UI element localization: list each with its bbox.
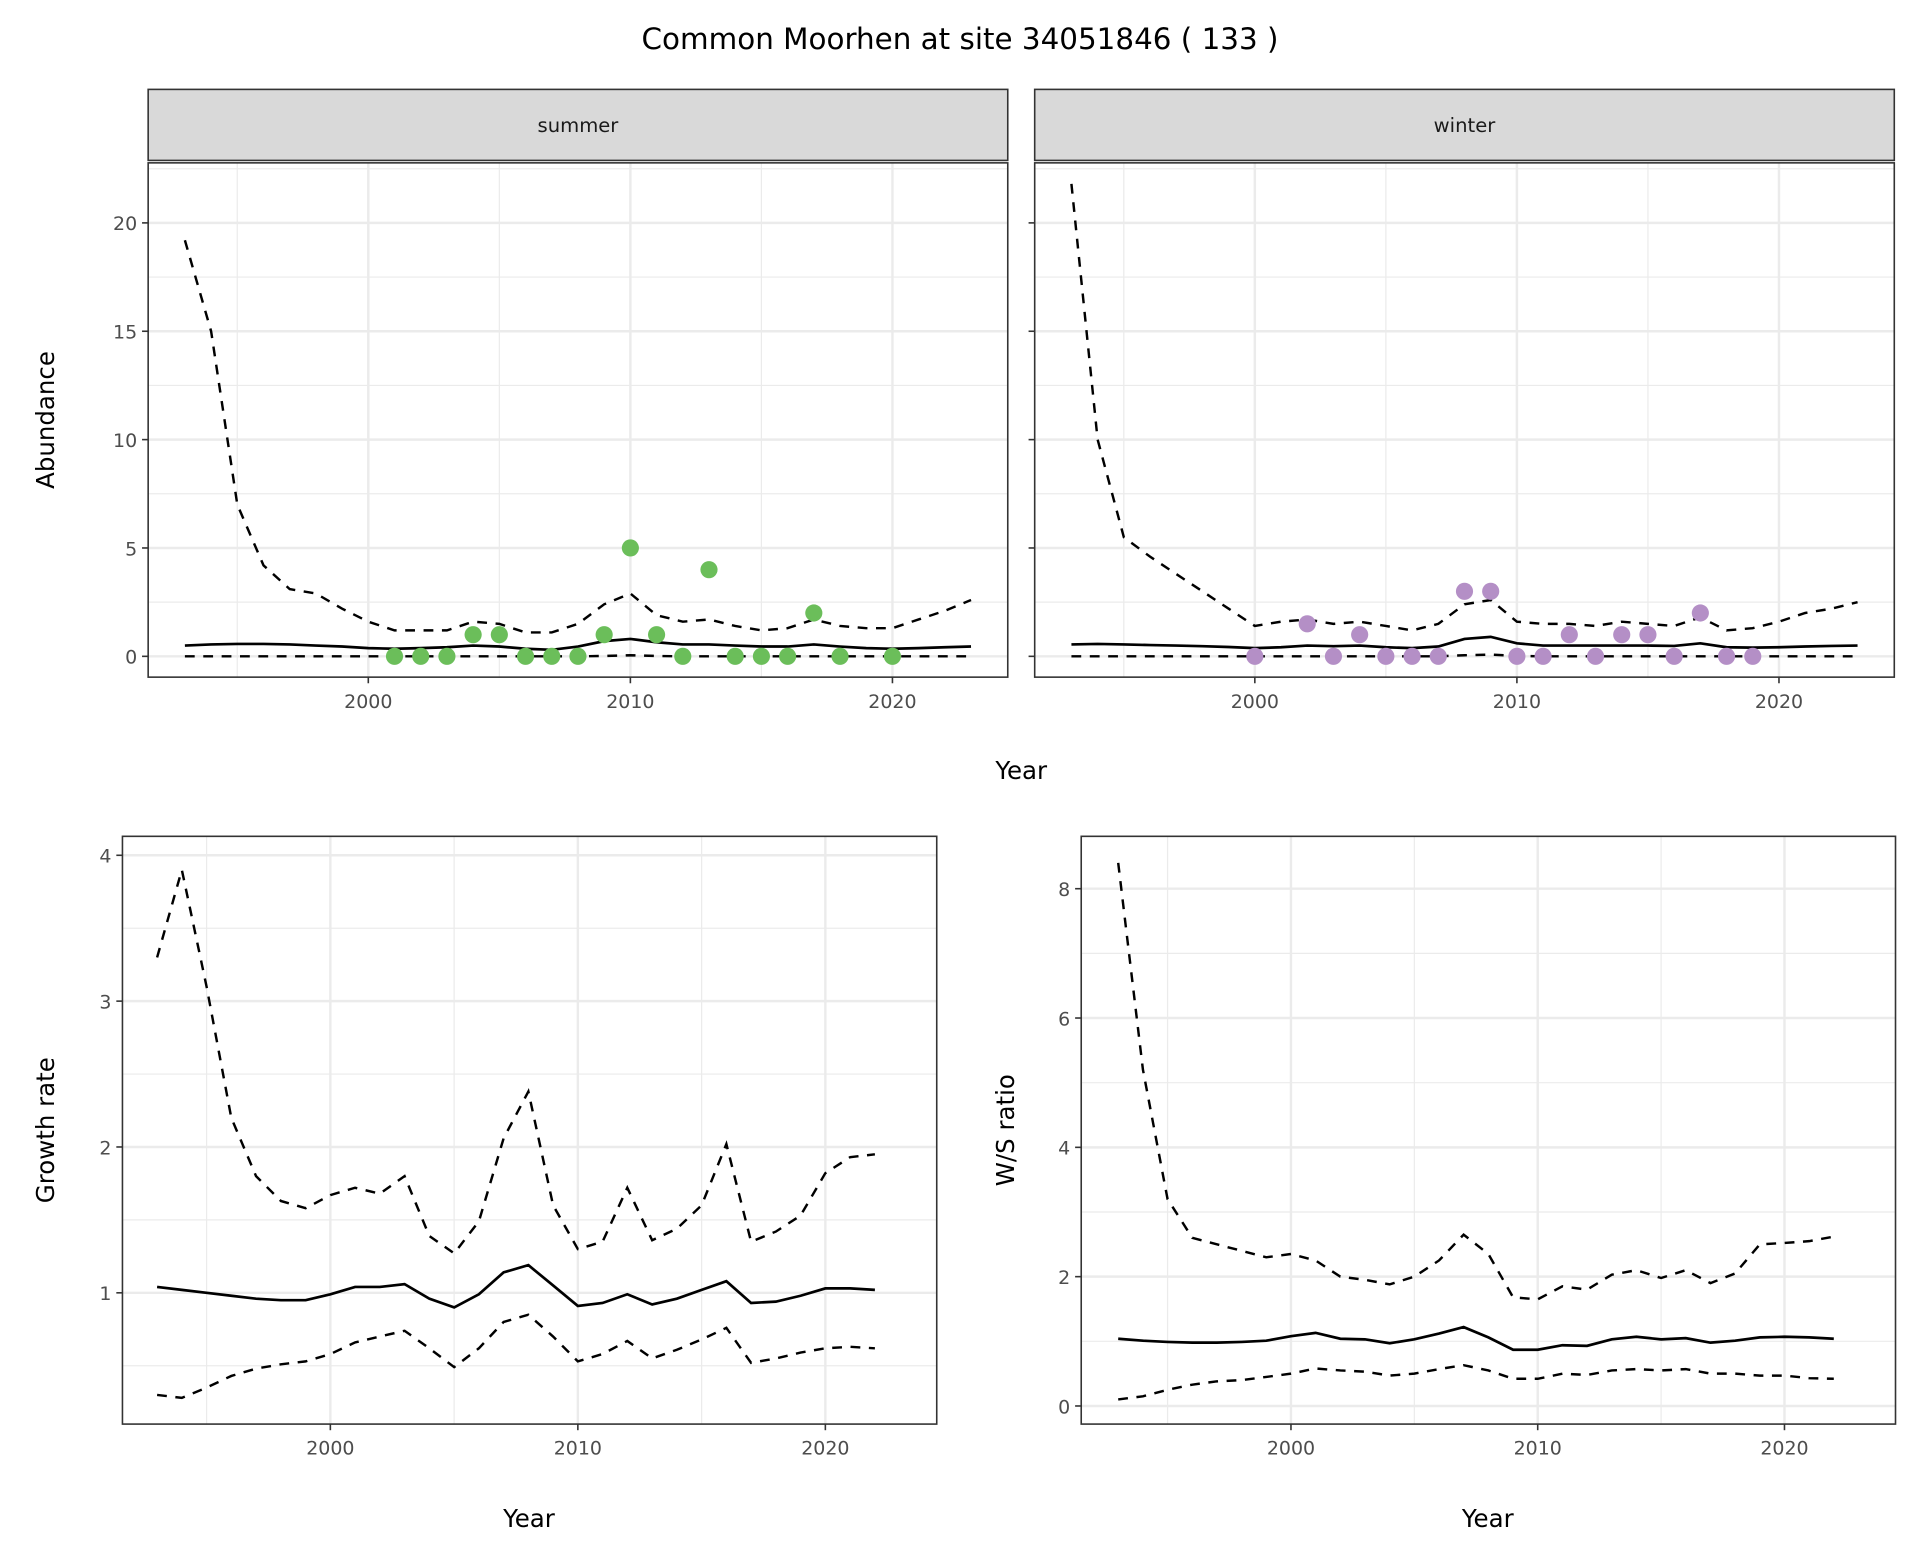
ws-x-axis-title: Year	[1461, 1504, 1515, 1533]
x-tick-label: 2010	[606, 691, 654, 713]
data-point	[1665, 647, 1683, 665]
mean-line	[1071, 635, 1858, 650]
panel-ws_ratio: 2000 2010 2020 0 2 4 6 8	[1058, 835, 1897, 1460]
y-tick-label: 2	[99, 1137, 111, 1159]
growth-y-axis-title: Growth rate	[31, 1057, 60, 1203]
data-point	[412, 647, 430, 665]
lower-bound-line	[1118, 1363, 1834, 1401]
y-tick-label: 0	[1058, 1396, 1070, 1418]
data-point	[516, 647, 535, 665]
top-y-axis-title: Abundance	[31, 351, 60, 489]
data-point	[385, 647, 404, 665]
y-tick-label: 20	[113, 213, 137, 235]
data-point	[438, 647, 456, 665]
ws-y-axis-title: W/S ratio	[991, 1074, 1020, 1186]
data-point	[831, 647, 849, 665]
growth-x-axis-title: Year	[502, 1504, 556, 1533]
x-tick-label: 2020	[1760, 1438, 1808, 1460]
data-point	[1586, 647, 1605, 665]
data-point	[1324, 647, 1343, 665]
data-point	[1429, 647, 1447, 665]
y-tick-label: 8	[1058, 879, 1070, 901]
data-point	[1508, 647, 1526, 665]
panel-summer: summer 2000 2010 2020 0 5 10 15 20	[113, 88, 1009, 713]
x-tick-label: 2020	[1755, 691, 1803, 713]
upper-bound-line	[1116, 862, 1835, 1301]
y-tick-label: 4	[99, 846, 111, 868]
data-point	[464, 626, 482, 644]
lower-bound-line	[156, 1313, 875, 1400]
data-point	[595, 626, 613, 644]
data-point	[726, 647, 744, 665]
data-point	[1744, 647, 1762, 665]
y-tick-label: 1	[99, 1283, 111, 1305]
x-tick-label: 2000	[1267, 1438, 1315, 1460]
y-tick-label: 15	[113, 322, 137, 344]
y-tick-label: 3	[99, 991, 111, 1013]
data-point	[543, 647, 561, 665]
data-point	[752, 647, 770, 665]
data-point	[1298, 615, 1316, 633]
panel-border	[147, 162, 1009, 678]
data-point	[1534, 647, 1552, 665]
facet-strip-label: winter	[1434, 114, 1497, 137]
x-tick-label: 2000	[306, 1438, 354, 1460]
panel-winter: winter 2000 2010 2020	[1028, 88, 1896, 713]
x-tick-label: 2010	[1514, 1438, 1562, 1460]
x-tick-label: 2000	[344, 691, 392, 713]
panel-border	[121, 835, 938, 1425]
data-point	[779, 647, 797, 665]
facet-strip-label: summer	[538, 114, 620, 137]
x-tick-label: 2020	[801, 1438, 849, 1460]
data-point	[1482, 582, 1500, 600]
upper-bound-line	[1070, 183, 1858, 632]
data-point	[674, 647, 692, 665]
x-tick-label: 2010	[554, 1438, 602, 1460]
data-point	[883, 647, 902, 665]
data-point	[621, 539, 639, 557]
x-tick-label: 2010	[1493, 691, 1541, 713]
lower-bound-line	[1071, 653, 1858, 658]
y-tick-label: 10	[113, 430, 137, 452]
panel-growth: 2000 2010 2020 1 2 3 4	[99, 835, 938, 1460]
data-point	[1639, 626, 1657, 644]
data-point	[700, 561, 718, 579]
facet-strip	[1033, 88, 1896, 162]
data-point	[1560, 626, 1578, 644]
data-point	[1691, 604, 1709, 622]
x-tick-label: 2020	[868, 691, 916, 713]
data-point	[1351, 626, 1369, 644]
data-point	[1246, 647, 1264, 665]
data-point	[805, 604, 823, 622]
y-tick-label: 6	[1058, 1008, 1070, 1030]
y-tick-label: 2	[1058, 1267, 1070, 1289]
data-point	[1403, 647, 1421, 665]
figure-title: Common Moorhen at site 34051846 ( 133 )	[642, 22, 1279, 56]
y-tick-label: 5	[125, 538, 137, 560]
facet-strip	[147, 88, 1009, 162]
top-x-axis-title: Year	[994, 756, 1048, 785]
data-point	[648, 626, 666, 644]
data-point	[1613, 626, 1631, 644]
panel-border	[1080, 835, 1897, 1425]
mean-line	[184, 637, 972, 652]
data-point	[569, 647, 587, 665]
x-tick-label: 2000	[1231, 691, 1279, 713]
data-point	[490, 626, 508, 644]
y-tick-label: 0	[125, 647, 137, 669]
upper-bound-line	[155, 869, 876, 1256]
data-point	[1717, 647, 1736, 665]
data-point	[1377, 647, 1395, 665]
mean-line	[1118, 1325, 1834, 1352]
mean-line	[156, 1263, 875, 1309]
data-point	[1455, 582, 1474, 600]
y-tick-label: 4	[1058, 1138, 1070, 1160]
upper-bound-line	[183, 239, 972, 634]
panel-border	[1033, 162, 1896, 678]
